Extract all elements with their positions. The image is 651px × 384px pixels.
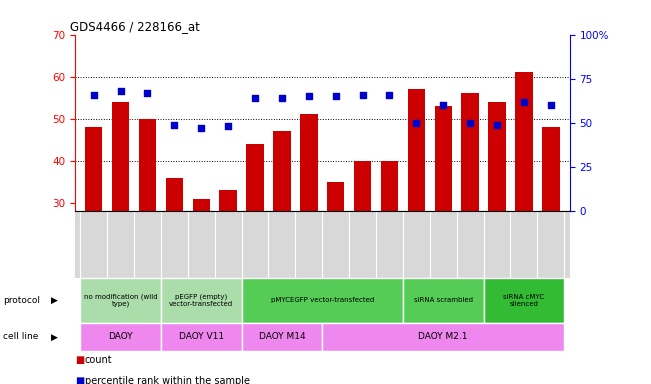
Bar [273, 131, 290, 329]
Text: pEGFP (empty)
vector-transfected: pEGFP (empty) vector-transfected [169, 294, 233, 307]
Point [492, 122, 502, 128]
Point [115, 88, 126, 94]
Text: no modification (wild
type): no modification (wild type) [84, 293, 158, 308]
Text: pMYCEGFP vector-transfected: pMYCEGFP vector-transfected [271, 298, 374, 303]
Text: percentile rank within the sample: percentile rank within the sample [85, 376, 249, 384]
Bar [112, 102, 130, 329]
Point [196, 125, 206, 131]
Point [411, 120, 422, 126]
Point [546, 102, 556, 108]
Bar [80, 278, 161, 323]
Bar [193, 199, 210, 329]
Point [223, 123, 233, 129]
Bar [242, 323, 322, 351]
Point [384, 91, 395, 98]
Text: ▶: ▶ [51, 296, 58, 305]
Point [250, 95, 260, 101]
Text: DAOY V11: DAOY V11 [178, 333, 224, 341]
Bar [300, 114, 318, 329]
Bar [462, 93, 479, 329]
Text: ■: ■ [75, 376, 84, 384]
Point [357, 91, 368, 98]
Point [438, 102, 449, 108]
Text: ▶: ▶ [51, 333, 58, 341]
Point [303, 93, 314, 99]
Text: DAOY M2.1: DAOY M2.1 [419, 333, 468, 341]
Bar [80, 323, 161, 351]
Bar [403, 278, 484, 323]
Point [169, 122, 180, 128]
Bar [542, 127, 560, 329]
Text: count: count [85, 355, 112, 365]
Bar [515, 73, 533, 329]
Text: siRNA cMYC
silenced: siRNA cMYC silenced [503, 294, 544, 307]
Point [277, 95, 287, 101]
Bar [322, 323, 564, 351]
Bar [327, 182, 344, 329]
Point [89, 91, 99, 98]
Text: protocol: protocol [3, 296, 40, 305]
Bar [488, 102, 506, 329]
Text: GDS4466 / 228166_at: GDS4466 / 228166_at [70, 20, 200, 33]
Bar [242, 278, 403, 323]
Bar [484, 278, 564, 323]
Point [143, 90, 153, 96]
Point [465, 120, 475, 126]
Point [331, 93, 341, 99]
Point [519, 99, 529, 105]
Bar [161, 278, 242, 323]
Bar [85, 127, 102, 329]
Bar [381, 161, 398, 329]
Text: cell line: cell line [3, 333, 38, 341]
Text: DAOY: DAOY [108, 333, 133, 341]
Text: DAOY M14: DAOY M14 [258, 333, 305, 341]
Bar [219, 190, 237, 329]
Text: siRNA scrambled: siRNA scrambled [414, 298, 473, 303]
Bar [165, 177, 183, 329]
Text: ■: ■ [75, 355, 84, 365]
Bar [434, 106, 452, 329]
Bar [246, 144, 264, 329]
Bar [161, 323, 242, 351]
Bar [408, 89, 425, 329]
Bar [354, 161, 371, 329]
Bar [139, 119, 156, 329]
